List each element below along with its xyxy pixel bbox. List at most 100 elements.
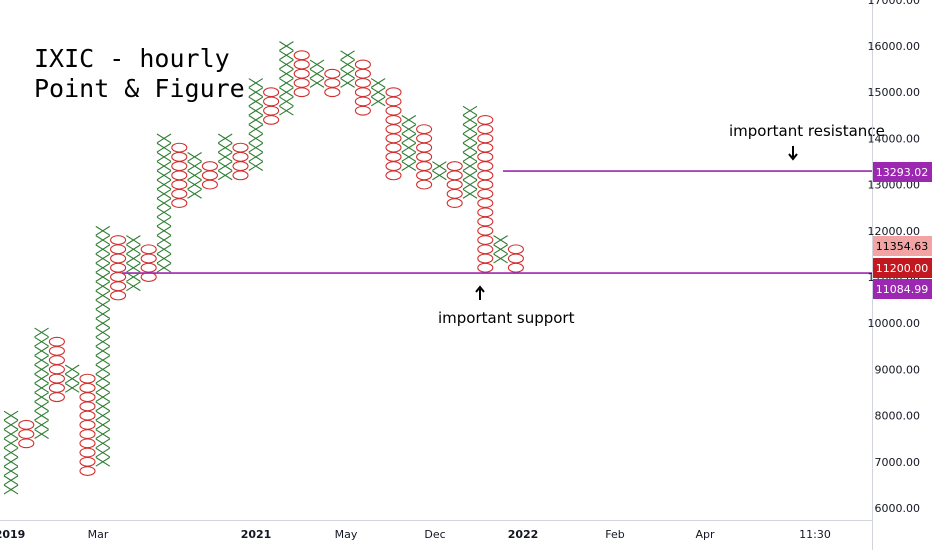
x-box: [95, 410, 111, 421]
o-box: [171, 170, 188, 181]
o-box: [201, 161, 218, 172]
x-box: [248, 152, 264, 162]
x-box: [34, 410, 49, 421]
o-box: [110, 235, 127, 245]
x-box: [217, 152, 233, 162]
price-axis[interactable]: 17000.0016000.0015000.0014000.0013000.00…: [868, 0, 921, 515]
x-box: [401, 142, 417, 153]
x-box: [34, 383, 49, 393]
o-box: [385, 105, 402, 116]
price-tick-label: 10000.00: [868, 317, 921, 330]
o-box: [201, 179, 218, 190]
o-box: [354, 68, 371, 79]
x-box: [95, 429, 111, 439]
x-box: [279, 68, 294, 79]
pnf-column: [354, 59, 371, 116]
x-box: [156, 253, 172, 264]
o-box: [446, 188, 463, 199]
pnf-column: [217, 133, 233, 181]
pnf-column: [201, 161, 218, 190]
x-box: [309, 78, 325, 88]
x-box: [462, 161, 478, 171]
x-box: [95, 447, 111, 458]
pnf-column: [171, 142, 188, 209]
o-box: [171, 188, 188, 199]
o-box: [477, 244, 494, 255]
x-box: [462, 152, 478, 162]
o-box: [110, 262, 127, 273]
x-box: [95, 456, 111, 467]
x-box: [462, 188, 478, 199]
x-box: [370, 96, 386, 107]
x-box: [156, 188, 172, 199]
o-box: [416, 124, 433, 135]
time-tick-label: 11:30: [799, 528, 831, 541]
x-box: [3, 447, 19, 458]
x-box: [95, 244, 111, 255]
x-box: [187, 188, 202, 199]
o-box: [232, 151, 249, 162]
x-box: [156, 133, 172, 144]
x-box: [187, 152, 202, 162]
o-box: [171, 198, 188, 209]
pnf-column: [477, 114, 494, 273]
price-tick-label: 17000.00: [868, 0, 921, 7]
o-box: [79, 438, 96, 449]
o-box: [232, 142, 249, 153]
o-box: [293, 78, 310, 88]
o-box: [385, 133, 402, 144]
x-box: [34, 355, 49, 366]
price-tick-label: 6000.00: [875, 502, 921, 515]
x-box: [95, 364, 111, 375]
arrow-up-icon: [475, 285, 485, 300]
x-box: [401, 133, 417, 144]
o-box: [477, 161, 494, 172]
x-box: [187, 170, 202, 181]
x-box: [126, 272, 141, 282]
pnf-column: [156, 133, 172, 273]
x-box: [156, 198, 172, 208]
o-box: [385, 96, 402, 107]
time-tick-label: Mar: [88, 528, 109, 541]
x-box: [156, 179, 172, 190]
price-badge-label: 11200.00: [876, 262, 929, 275]
o-box: [477, 225, 494, 236]
o-box: [79, 373, 96, 384]
pnf-column: [309, 59, 325, 88]
time-axis[interactable]: 2019 Mar 2021 May Dec 2022 Feb Apr 11:30: [0, 528, 831, 541]
x-box: [95, 419, 111, 430]
o-box: [416, 161, 433, 172]
x-box: [34, 419, 49, 430]
x-box: [401, 115, 417, 125]
o-box: [477, 114, 494, 125]
x-box: [34, 429, 49, 439]
x-box: [34, 364, 49, 375]
o-box: [416, 133, 433, 144]
pnf-column: [140, 244, 157, 282]
x-box: [3, 438, 19, 449]
o-box: [507, 244, 524, 255]
x-box: [95, 346, 111, 356]
o-box: [18, 438, 35, 449]
pnf-column: [110, 235, 127, 301]
x-box: [217, 170, 233, 181]
pnf-column: [340, 50, 355, 88]
o-box: [79, 392, 96, 403]
x-box: [432, 161, 447, 171]
o-box: [140, 272, 157, 282]
price-badge-label: 11084.99: [876, 283, 929, 296]
resistance-annotation: important resistance: [729, 122, 885, 140]
x-box: [248, 133, 264, 144]
o-box: [416, 179, 433, 190]
x-box: [248, 78, 264, 88]
o-box: [110, 290, 127, 301]
x-box: [248, 142, 264, 153]
x-box: [126, 244, 141, 255]
price-tick-label: 12000.00: [868, 225, 921, 238]
x-box: [95, 290, 111, 301]
o-box: [293, 50, 310, 61]
x-box: [95, 336, 111, 347]
pnf-column: [385, 87, 402, 181]
pnf-column: [446, 161, 463, 209]
o-box: [263, 96, 280, 107]
